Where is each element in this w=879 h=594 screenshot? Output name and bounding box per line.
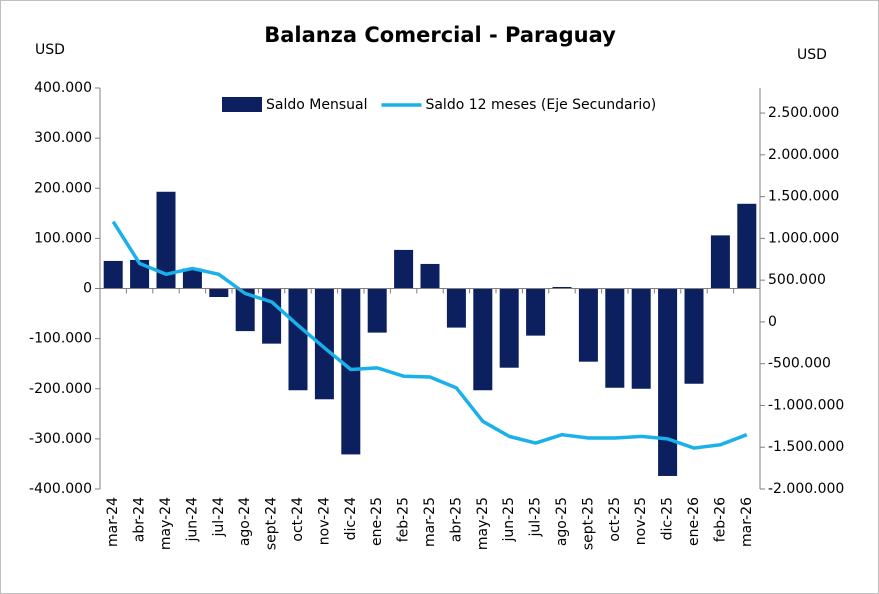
- bar: [578, 288, 598, 362]
- x-tick-label: mar-25: [422, 497, 438, 547]
- x-tick-label: abr-25: [448, 497, 464, 542]
- bar: [235, 288, 255, 332]
- legend-label: Saldo 12 meses (Eje Secundario): [425, 97, 656, 113]
- x-tick-label: feb-25: [396, 497, 412, 542]
- bar: [341, 288, 361, 455]
- x-tick-label: feb-26: [712, 497, 728, 542]
- y2-tick-label: -1.500.000: [768, 439, 844, 455]
- x-tick-label: ene-26: [686, 497, 702, 546]
- bar: [658, 288, 678, 476]
- x-tick-label: jul-24: [211, 497, 227, 538]
- x-tick-label: sept-25: [580, 497, 596, 550]
- y-tick-label: 400.000: [34, 80, 92, 96]
- y2-axis-label: USD: [797, 47, 827, 63]
- y2-tick-label: -500.000: [768, 356, 831, 372]
- y-tick-label: -400.000: [29, 481, 92, 497]
- x-tick-label: dic-24: [343, 497, 359, 540]
- y2-tick-label: 2.000.000: [768, 147, 839, 163]
- x-tick-label: dic-25: [660, 497, 676, 540]
- legend-swatch: [222, 97, 262, 112]
- bar: [314, 288, 334, 400]
- y-tick-label: 0: [83, 281, 92, 297]
- y-tick-label: -300.000: [29, 431, 92, 447]
- y-tick-label: -200.000: [29, 381, 92, 397]
- legend-label: Saldo Mensual: [266, 97, 367, 113]
- y2-tick-label: 2.500.000: [768, 105, 839, 121]
- x-tick-label: ago-24: [237, 497, 253, 546]
- x-tick-label: may-25: [475, 497, 491, 550]
- x-tick-label: oct-24: [290, 497, 306, 542]
- bar: [684, 288, 704, 384]
- bar: [631, 288, 651, 389]
- y-tick-label: -100.000: [29, 331, 92, 347]
- bar: [182, 268, 202, 289]
- bar: [499, 288, 519, 368]
- bar: [288, 288, 308, 391]
- bar: [394, 249, 414, 289]
- bar: [262, 288, 282, 344]
- x-tick-label: nov-25: [633, 497, 649, 545]
- x-tick-label: jun-24: [184, 497, 200, 543]
- y-tick-label: 300.000: [34, 130, 92, 146]
- bar: [526, 288, 546, 336]
- x-tick-label: ene-25: [369, 497, 385, 546]
- y2-tick-label: 0: [768, 314, 777, 330]
- x-tick-label: jul-25: [528, 497, 544, 538]
- x-tick-label: nov-24: [316, 497, 332, 545]
- chart-title: Balanza Comercial - Paraguay: [264, 23, 616, 47]
- line: [111, 220, 748, 450]
- y2-tick-label: 1.000.000: [768, 230, 839, 246]
- x-tick-label: abr-24: [132, 497, 148, 542]
- x-tick-label: jun-25: [501, 497, 517, 543]
- y2-tick-label: 500.000: [768, 272, 826, 288]
- bar: [552, 286, 572, 289]
- x-tick-label: oct-25: [607, 497, 623, 542]
- x-tick-label: sept-24: [264, 497, 280, 550]
- bar: [473, 288, 493, 391]
- x-tick-label: mar-26: [739, 497, 755, 547]
- bar: [156, 191, 176, 289]
- bar: [446, 288, 466, 328]
- bar: [737, 203, 757, 289]
- bar: [710, 235, 730, 289]
- y2-tick-label: -1.000.000: [768, 397, 844, 413]
- y-tick-label: 100.000: [34, 230, 92, 246]
- bar: [420, 263, 440, 289]
- y-axis-label: USD: [35, 42, 65, 58]
- x-tick-label: mar-24: [105, 497, 121, 547]
- y2-tick-label: 1.500.000: [768, 189, 839, 205]
- bar: [209, 288, 229, 298]
- x-tick-label: ago-25: [554, 497, 570, 546]
- bar: [103, 260, 123, 289]
- x-tick-label: may-24: [158, 497, 174, 550]
- bar: [367, 288, 387, 333]
- y2-tick-label: -2.000.000: [768, 481, 844, 497]
- y-tick-label: 200.000: [34, 180, 92, 196]
- bar: [605, 288, 625, 388]
